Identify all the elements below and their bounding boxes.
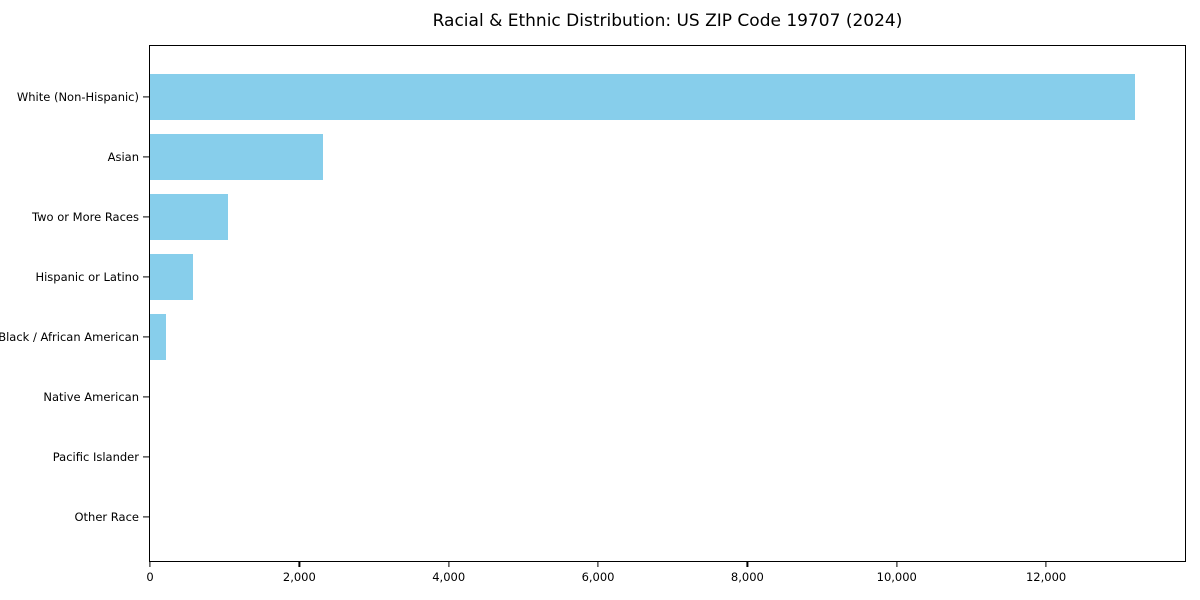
x-tick-label: 4,000	[432, 570, 466, 584]
x-tick-mark	[896, 561, 898, 567]
y-tick-mark	[143, 456, 150, 458]
x-tick-label: 2,000	[282, 570, 316, 584]
y-tick-label: White (Non-Hispanic)	[16, 90, 139, 104]
bar	[150, 254, 193, 300]
bar-row: Two or More Races	[32, 187, 1185, 247]
y-tick-label: Two or More Races	[32, 210, 139, 224]
y-tick-label: Asian	[107, 150, 139, 164]
plot-area: White (Non-Hispanic) Asian Two or More Rac…	[0, 45, 1186, 584]
y-tick-label: Pacific Islander	[52, 450, 139, 464]
x-tick-label: 0	[146, 570, 154, 584]
x-tick-mark	[1045, 561, 1047, 567]
x-tick-label: 12,000	[1025, 570, 1067, 584]
x-tick-mark	[746, 561, 748, 567]
x-tick-mark	[448, 561, 450, 567]
y-tick-label: Hispanic or Latino	[35, 270, 139, 284]
bar-row: Asian	[108, 127, 1185, 187]
y-tick-mark	[143, 156, 150, 158]
y-tick-mark	[143, 516, 150, 518]
y-tick-mark	[143, 216, 150, 218]
x-tick-mark	[597, 561, 599, 567]
x-tick-mark	[149, 561, 151, 567]
bar	[150, 74, 1135, 120]
x-tick-label: 6,000	[581, 570, 615, 584]
x-tick-mark	[298, 561, 300, 567]
y-tick-label: Native American	[43, 390, 139, 404]
bar-row: Black / African American	[0, 307, 1185, 367]
y-tick-label: Other Race	[74, 510, 140, 524]
y-tick-mark	[143, 276, 150, 278]
x-tick-label: 10,000	[876, 570, 917, 584]
bar-row: Hispanic or Latino	[35, 247, 1185, 307]
x-tick-label: 8,000	[730, 570, 764, 584]
y-tick-label: Black / African American	[0, 330, 139, 344]
bar-row: Other Race	[75, 487, 1185, 547]
y-tick-mark	[143, 336, 150, 338]
bar	[150, 194, 228, 240]
chart-title: Racial & Ethnic Distribution: US ZIP Cod…	[432, 11, 903, 31]
bar-row: White (Non-Hispanic)	[17, 67, 1185, 127]
bar	[150, 314, 167, 360]
bar-row: Pacific Islander	[53, 427, 1185, 487]
bar-row: Native American	[43, 367, 1185, 427]
y-tick-mark	[143, 396, 150, 398]
bar	[150, 134, 324, 180]
y-tick-mark	[143, 96, 150, 98]
